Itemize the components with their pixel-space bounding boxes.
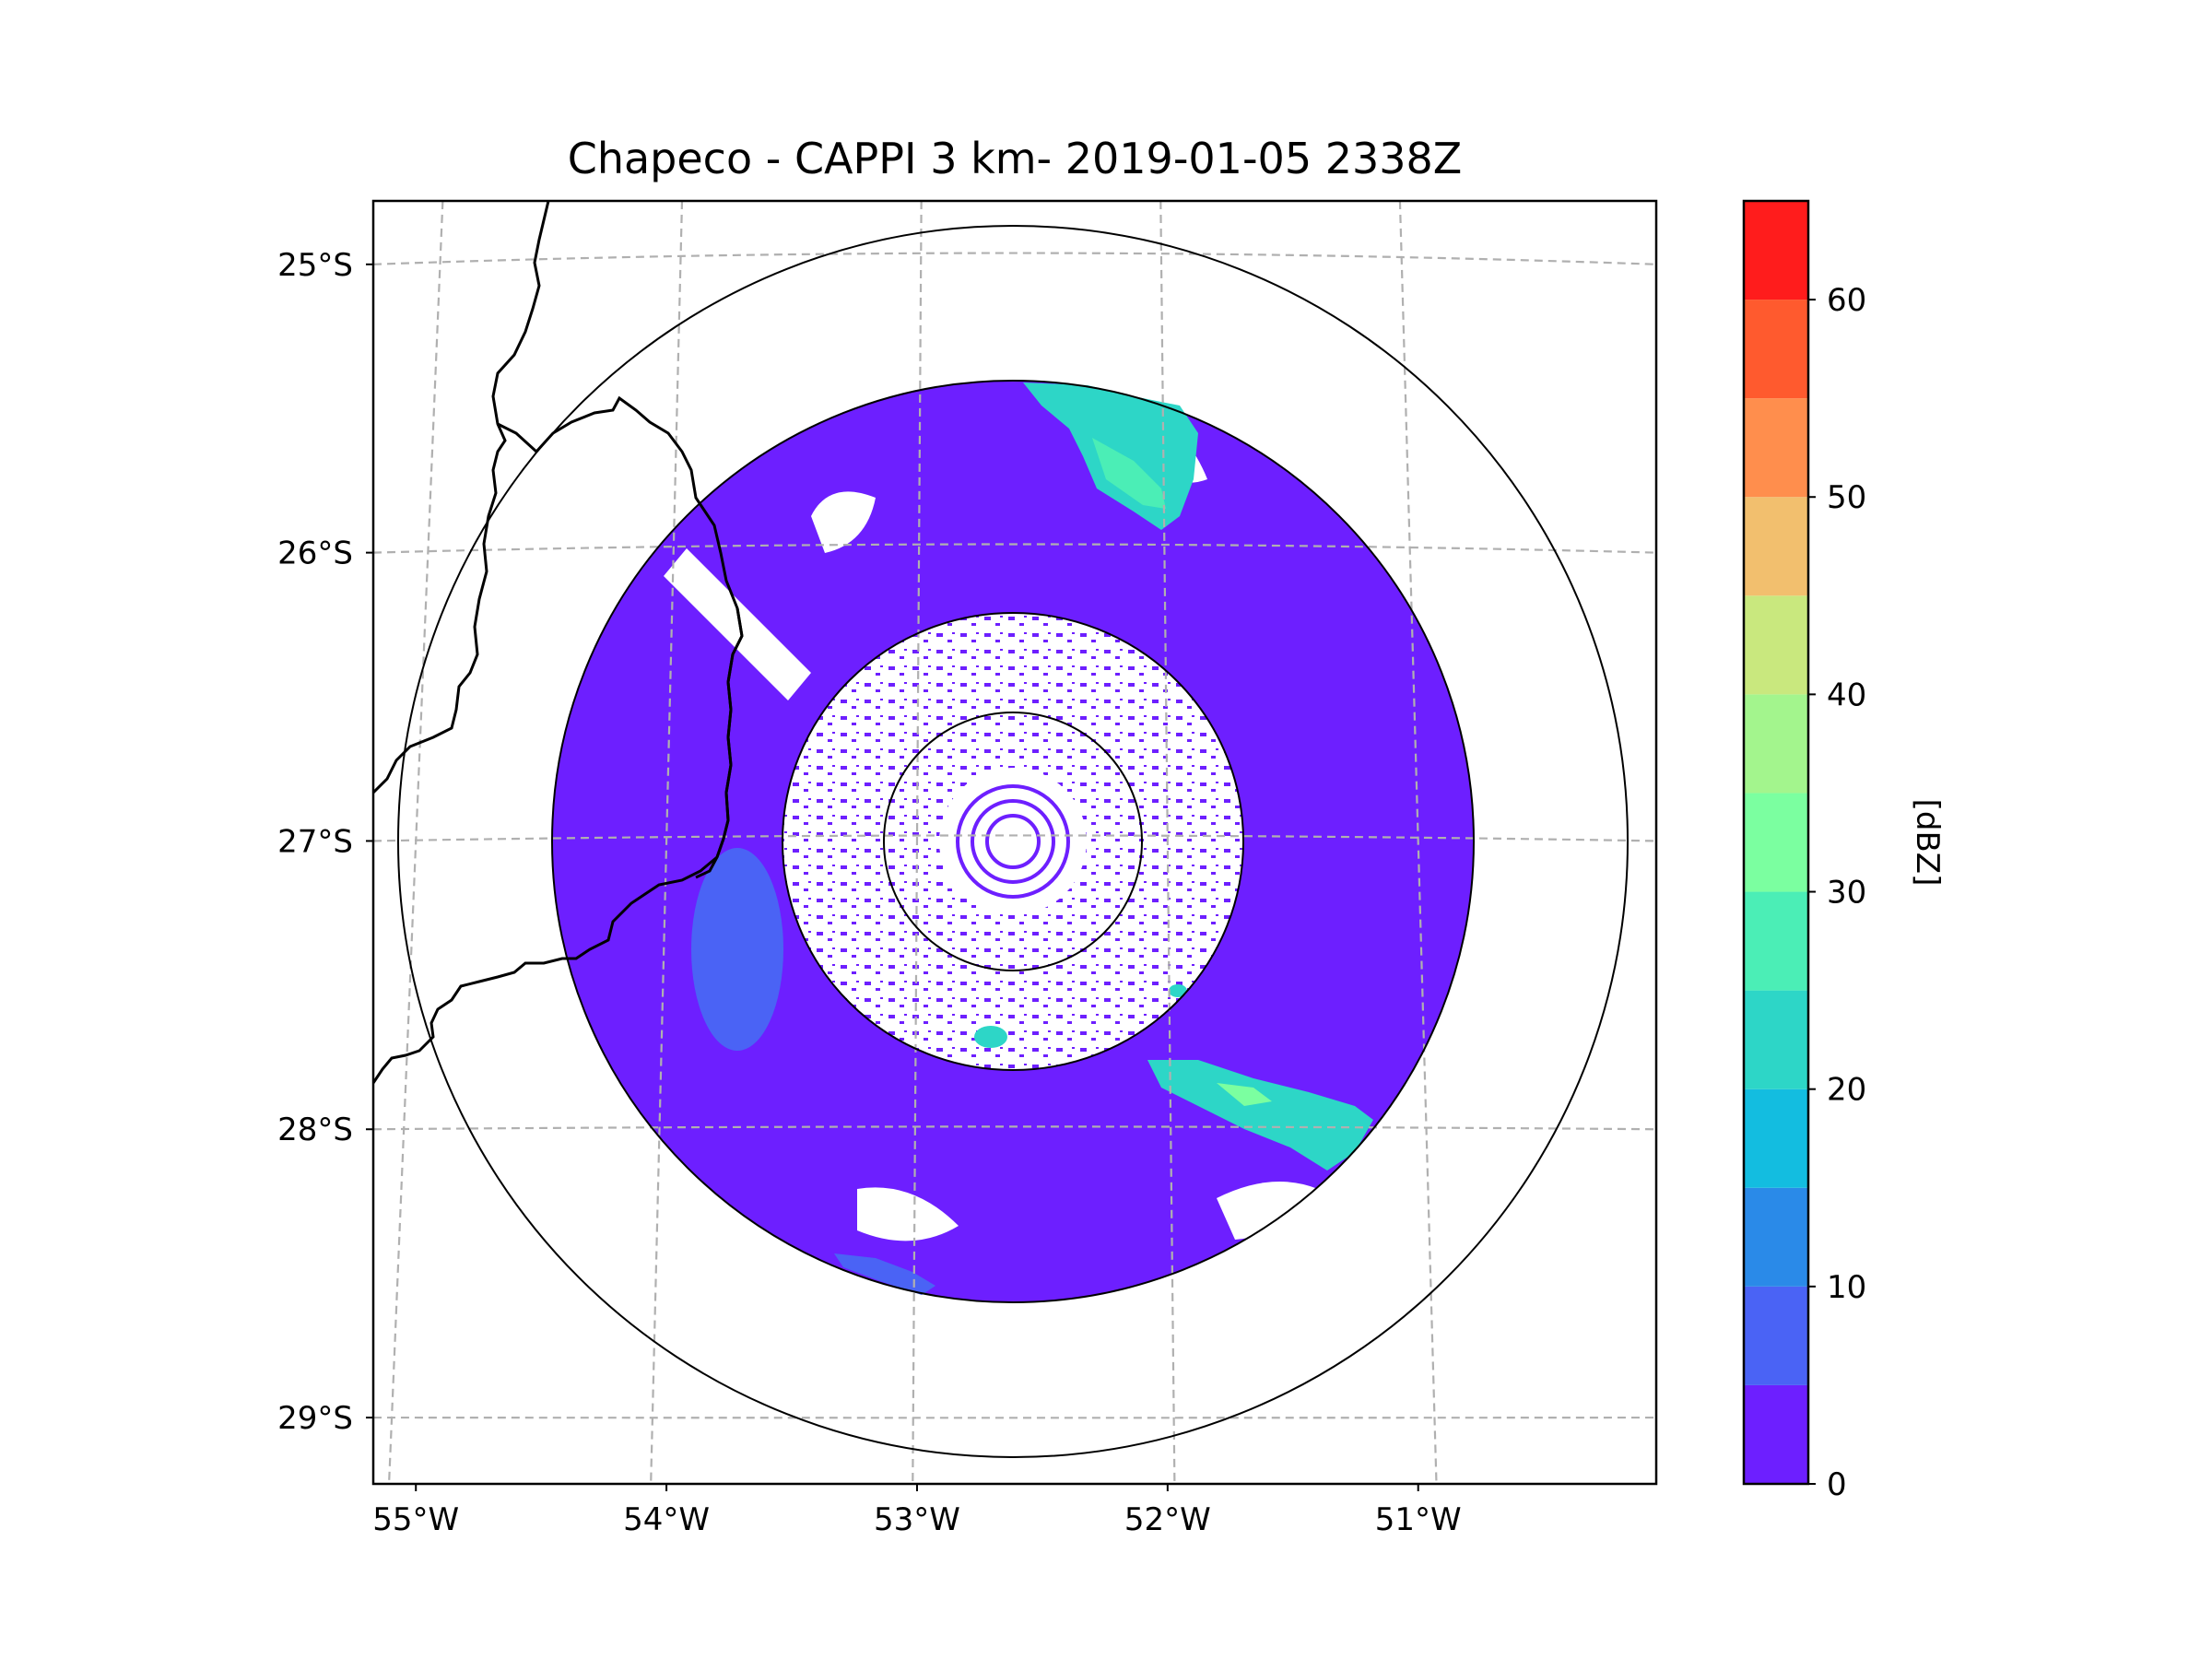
- colorbar-segment: [1744, 1384, 1808, 1484]
- colorbar-segment: [1744, 891, 1808, 991]
- colorbar-segment: [1744, 1286, 1808, 1385]
- x-axis-ticks: 55°W 54°W 53°W 52°W 51°W: [372, 1484, 1462, 1538]
- colorbar-segment: [1744, 1088, 1808, 1188]
- parallel-27S: [373, 834, 1656, 842]
- parallel-25S: [373, 252, 1656, 265]
- colorbar-segment: [1744, 793, 1808, 892]
- echo-small-cell: [974, 1026, 1007, 1048]
- meridian-54W: [650, 201, 684, 1484]
- graticule: [373, 201, 1656, 1484]
- meridian-52W: [1159, 201, 1176, 1484]
- colorbar-tick-label: 60: [1827, 282, 1866, 319]
- colorbar-segment: [1744, 1187, 1808, 1287]
- echo-small-cell-east: [1169, 984, 1187, 997]
- colorbar-tick-label: 40: [1827, 677, 1866, 713]
- meridian-53W: [912, 201, 923, 1484]
- range-rings: [397, 225, 1629, 1458]
- echo-white-hole-nw: [811, 491, 876, 553]
- colorbar: 0 10 20 30 40 50 60 [dBZ]: [1742, 199, 1946, 1503]
- echo-southwestern-cell: [834, 1253, 935, 1295]
- echo-outer-annulus: [551, 381, 1474, 1302]
- echo-core-clear: [939, 768, 1087, 915]
- parallel-28S: [373, 1125, 1656, 1131]
- borders: [373, 201, 744, 1084]
- x-tick-label: 53°W: [874, 1501, 960, 1538]
- y-tick-label: 26°S: [277, 535, 353, 572]
- y-tick-label: 28°S: [277, 1112, 353, 1148]
- colorbar-label: [dBZ]: [1909, 799, 1946, 887]
- colorbar-segment: [1744, 201, 1808, 300]
- colorbar-segment: [1744, 595, 1808, 695]
- colorbar-tick-label: 30: [1827, 875, 1866, 912]
- map-frame: [371, 199, 1658, 1486]
- y-axis-ticks: 25°S 26°S 27°S 28°S 29°S: [277, 247, 373, 1437]
- colorbar-segment: [1744, 694, 1808, 794]
- colorbar-segments: [1744, 201, 1808, 1484]
- meridian-51W: [1398, 201, 1438, 1484]
- y-tick-label: 29°S: [277, 1400, 353, 1437]
- colorbar-segment: [1744, 497, 1808, 596]
- border-line-north: [373, 201, 550, 794]
- echo-white-hole-sw: [857, 1187, 959, 1241]
- range-ring-250km: [397, 225, 1629, 1458]
- colorbar-tick-label: 10: [1827, 1269, 1866, 1306]
- echo-core-rings: [956, 784, 1070, 899]
- map-area: [373, 201, 1656, 1484]
- echo-northern-band-core: [1092, 438, 1166, 509]
- colorbar-frame: [1742, 199, 1810, 1486]
- colorbar-segment: [1744, 398, 1808, 498]
- echo-bright-patch-west: [691, 848, 783, 1051]
- y-tick-label: 27°S: [277, 823, 353, 860]
- border-line-state-south: [695, 607, 744, 879]
- colorbar-segment: [1744, 990, 1808, 1089]
- echo-gap-wedge: [664, 548, 811, 700]
- colorbar-segment: [1744, 300, 1808, 399]
- range-ring-150km: [551, 380, 1475, 1303]
- echo-southeastern-band: [1147, 1060, 1373, 1171]
- x-tick-label: 51°W: [1375, 1501, 1462, 1538]
- x-tick-label: 55°W: [372, 1501, 459, 1538]
- x-tick-label: 52°W: [1124, 1501, 1211, 1538]
- echo-white-hole-se: [1217, 1182, 1318, 1240]
- echo-southeastern-band-core: [1217, 1083, 1272, 1106]
- chart-title: Chapeco - CAPPI 3 km- 2019-01-05 2338Z: [568, 134, 1463, 183]
- range-ring-40km: [883, 712, 1143, 971]
- colorbar-tick-label: 20: [1827, 1072, 1866, 1109]
- colorbar-tick-label: 0: [1827, 1466, 1847, 1503]
- radar-echo-field: [551, 381, 1474, 1302]
- meridian-55W: [387, 201, 444, 1484]
- x-tick-label: 54°W: [623, 1501, 710, 1538]
- y-tick-label: 25°S: [277, 247, 353, 284]
- range-ring-80km: [782, 612, 1244, 1071]
- colorbar-ticks: 0 10 20 30 40 50 60: [1808, 282, 1866, 1503]
- colorbar-tick-label: 50: [1827, 479, 1866, 516]
- parallel-26S: [373, 543, 1656, 554]
